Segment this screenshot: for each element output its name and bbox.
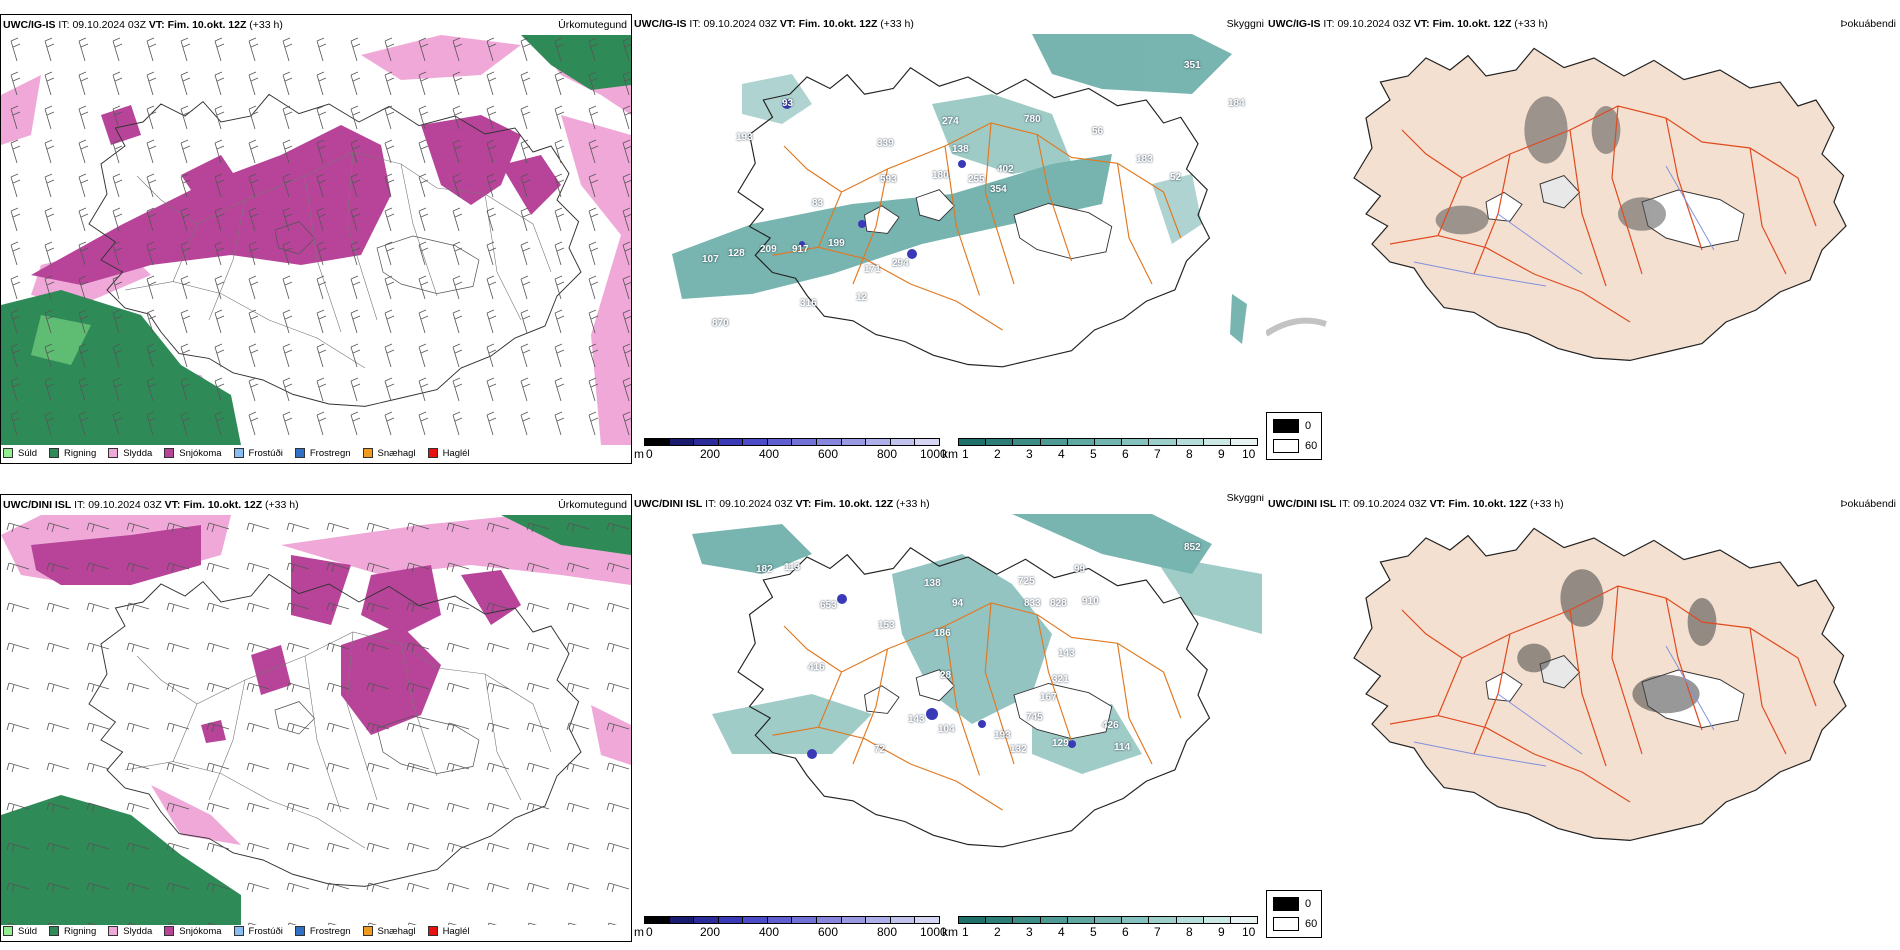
legend-item-snjokoma: Snjókoma <box>164 926 222 937</box>
km-colorbar-top: km 1 2 3 4 5 6 7 8 9 10 <box>942 438 1264 462</box>
cloud-panel-top: UWC/IG-IS IT: 09.10.2024 03Z VT: Fim. 10… <box>632 18 1264 462</box>
legend-item-rigning: Rigning <box>49 448 96 459</box>
wind-barbs-bottom <box>1 515 631 925</box>
fog-title-top: UWC/IG-IS IT: 09.10.2024 03Z VT: Fim. 10… <box>1268 18 1548 30</box>
precip-map-bottom[interactable] <box>1 515 631 925</box>
legend-item-haglel: Haglél <box>427 926 470 937</box>
legend-item-frostudi: Frostúði <box>233 926 283 937</box>
height-colorbar-top: m 0 200 400 600 800 1000 <box>634 438 947 462</box>
legend-item-snaehagl: Snæhagl <box>362 926 416 937</box>
km-colorbar-bottom: km 1 2 3 4 5 6 7 8 9 10 <box>942 916 1264 940</box>
cloud-title-top: UWC/IG-IS IT: 09.10.2024 03Z VT: Fim. 10… <box>634 18 914 30</box>
precip-map-top[interactable] <box>1 35 631 445</box>
fog-title-bottom: UWC/DINI ISL IT: 09.10.2024 03Z VT: Fim.… <box>1268 498 1564 510</box>
legend-item-frostregn: Frostregn <box>294 926 351 937</box>
precip-legend-bottom: Súld Rigning Slydda Snjókoma Frostúði Fr… <box>3 923 482 939</box>
fog-panel-bottom: UWC/DINI ISL IT: 09.10.2024 03Z VT: Fim.… <box>1266 494 1900 890</box>
legend-item-slydda: Slydda <box>108 926 152 937</box>
iceland-fog-top <box>1353 47 1847 362</box>
cloud-blue-dots-top <box>782 99 966 259</box>
precip-panel-top: UWC/IG-IS IT: 09.10.2024 03Z VT: Fim. 10… <box>0 14 632 464</box>
fog-name-bottom: Þokuábendi <box>1840 498 1896 510</box>
legend-item-snjokoma: Snjókoma <box>164 448 222 459</box>
wind-barbs-top <box>1 35 631 445</box>
precip-name-bottom: Úrkomutegund <box>558 499 627 511</box>
legend-item-snaehagl: Snæhagl <box>362 448 416 459</box>
precip-title-bottom: UWC/DINI ISL IT: 09.10.2024 03Z VT: Fim.… <box>3 499 299 511</box>
fog-map-bottom[interactable] <box>1266 514 1900 890</box>
fog-panel-top: UWC/IG-IS IT: 09.10.2024 03Z VT: Fim. 10… <box>1266 14 1900 414</box>
cloud-name-bottom: Skyggni <box>1226 494 1264 504</box>
precip-legend-top: Súld Rigning Slydda Snjókoma Frostúði Fr… <box>3 445 482 461</box>
precip-name-top: Úrkomutegund <box>558 19 627 31</box>
legend-item-haglel: Haglél <box>427 448 470 459</box>
cloud-map-bottom[interactable] <box>632 514 1264 914</box>
precip-title-top: UWC/IG-IS IT: 09.10.2024 03Z VT: Fim. 10… <box>3 19 283 31</box>
iceland-fog-bottom <box>1353 527 1847 842</box>
fog-name-top: Þokuábendi <box>1840 18 1896 30</box>
cloud-panel-bottom: UWC/DINI ISL IT: 09.10.2024 03Z VT: Fim.… <box>632 494 1264 940</box>
legend-item-slydda: Slydda <box>108 448 152 459</box>
legend-item-frostudi: Frostúði <box>233 448 283 459</box>
legend-item-sudd: Súld <box>3 926 37 937</box>
cloud-name-top: Skyggni <box>1226 18 1264 30</box>
precip-panel-bottom: UWC/DINI ISL IT: 09.10.2024 03Z VT: Fim.… <box>0 494 632 942</box>
height-colorbar-bottom: m 0 200 400 600 800 1000 <box>634 916 947 940</box>
fog-map-top[interactable] <box>1266 34 1900 414</box>
legend-item-rigning: Rigning <box>49 926 96 937</box>
fog-legend-bottom: 0 60 <box>1266 890 1322 938</box>
legend-item-sudd: Súld <box>3 448 37 459</box>
cloud-blue-dots-bottom <box>807 594 1076 759</box>
cloud-title-bottom: UWC/DINI ISL IT: 09.10.2024 03Z VT: Fim.… <box>634 498 930 510</box>
cloud-map-top[interactable] <box>632 34 1264 434</box>
legend-item-frostregn: Frostregn <box>294 448 351 459</box>
fog-legend-top: 0 60 <box>1266 412 1322 460</box>
